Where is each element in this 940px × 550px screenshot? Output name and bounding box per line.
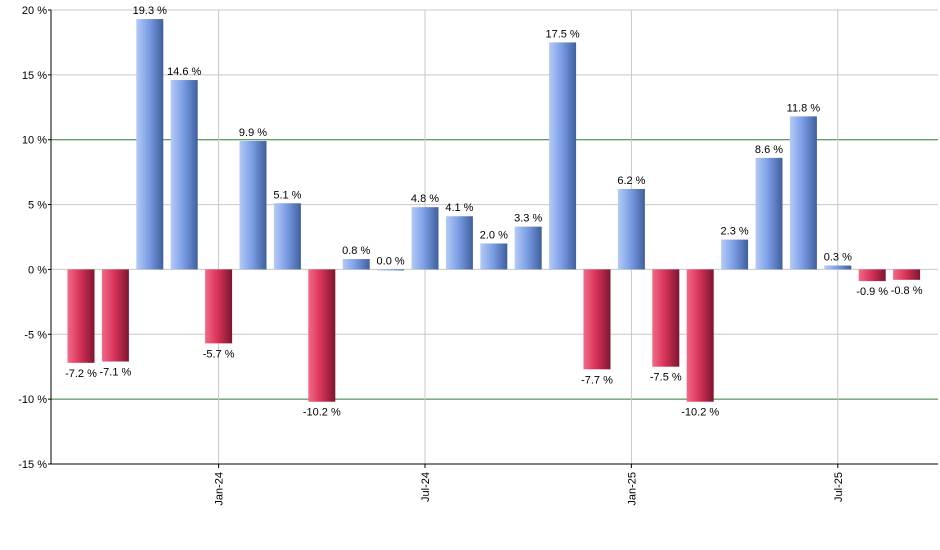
bar-positive xyxy=(445,216,473,270)
data-label: 0.8 % xyxy=(342,245,370,257)
bar-negative xyxy=(101,269,129,362)
data-label: 17.5 % xyxy=(545,28,579,40)
bar-negative xyxy=(205,269,233,344)
bar-positive xyxy=(755,157,783,270)
data-label: 4.1 % xyxy=(445,202,473,214)
y-tick-label: 0 % xyxy=(28,264,47,276)
bar-positive xyxy=(239,141,267,270)
data-label: -7.2 % xyxy=(65,368,97,380)
y-tick-label: -10 % xyxy=(18,394,47,406)
bar-positive xyxy=(721,239,749,270)
data-labels: -7.2 % -7.1 % 19.3 % 14.6 % -5.7 % 9.9 % 5.1 %… xyxy=(65,5,923,419)
data-label: 6.2 % xyxy=(617,175,645,187)
data-label: 19.3 % xyxy=(133,5,167,17)
data-label: 9.9 % xyxy=(239,127,267,139)
data-label: 11.8 % xyxy=(787,102,821,114)
bar-negative xyxy=(67,269,95,363)
axes: -15 % -10 % -5 % 0 % 5 % 10 % 15 % 20 % Jan-24 Ju… xyxy=(18,5,938,506)
y-tick-label: 5 % xyxy=(28,200,47,212)
bars xyxy=(67,19,921,402)
y-tick-label: 20 % xyxy=(22,5,47,17)
data-label: -0.9 % xyxy=(856,286,888,298)
data-label: -7.5 % xyxy=(650,372,682,384)
x-tick-label: Jan-25 xyxy=(626,472,638,506)
bar-negative xyxy=(893,269,921,280)
data-label: 2.0 % xyxy=(480,229,508,241)
data-label: -10.2 % xyxy=(303,407,341,419)
y-tick-label: 15 % xyxy=(22,70,47,82)
x-tick-label: Jul-24 xyxy=(420,472,432,502)
data-label: 0.3 % xyxy=(824,252,852,264)
bar-positive xyxy=(617,189,645,270)
bar-positive xyxy=(377,269,405,271)
data-label: 8.6 % xyxy=(755,144,783,156)
bar-positive xyxy=(549,42,577,270)
data-label: -7.7 % xyxy=(581,374,613,386)
bar-positive xyxy=(273,203,301,270)
bar-positive xyxy=(480,243,508,270)
y-tick-label: -15 % xyxy=(18,459,47,471)
data-label: -7.1 % xyxy=(100,367,132,379)
bar-negative xyxy=(652,269,680,367)
data-label: -5.7 % xyxy=(203,348,235,360)
data-label: 4.8 % xyxy=(411,193,439,205)
y-tick-label: 10 % xyxy=(22,135,47,147)
x-tick-label: Jan-24 xyxy=(214,472,226,506)
bar-negative xyxy=(858,269,886,282)
grid-lines xyxy=(51,9,938,464)
data-label: 2.3 % xyxy=(721,226,749,238)
bar-negative xyxy=(686,269,714,402)
bar-negative xyxy=(308,269,336,402)
data-label: 14.6 % xyxy=(167,66,201,78)
x-tick-label: Jul-25 xyxy=(833,472,845,502)
bar-positive xyxy=(789,116,817,270)
data-label: -0.8 % xyxy=(891,285,923,297)
data-label: 0.0 % xyxy=(377,255,405,267)
bar-positive xyxy=(342,259,370,270)
data-label: 3.3 % xyxy=(514,213,542,225)
bar-positive xyxy=(136,19,164,270)
bar-positive xyxy=(514,226,542,270)
bar-positive xyxy=(170,80,198,270)
y-tick-label: -5 % xyxy=(24,329,47,341)
data-label: 5.1 % xyxy=(273,189,301,201)
bar-negative xyxy=(583,269,611,370)
data-label: -10.2 % xyxy=(681,407,719,419)
bar-positive xyxy=(824,265,852,270)
bar-positive xyxy=(411,207,439,270)
